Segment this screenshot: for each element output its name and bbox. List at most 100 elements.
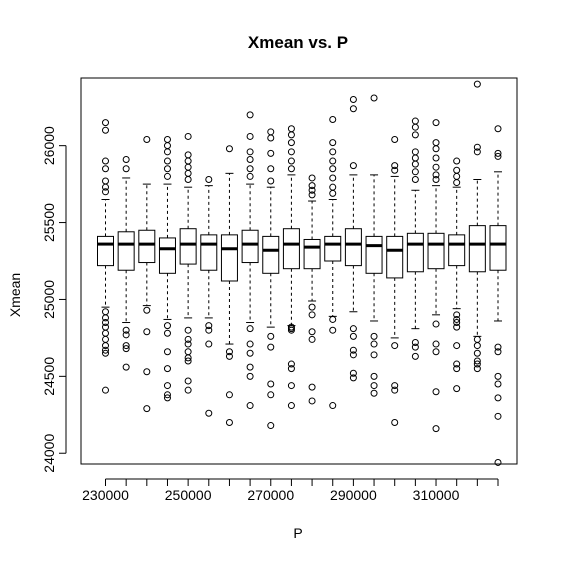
box-group (117, 156, 135, 371)
chart-title: Xmean vs. P (248, 33, 348, 52)
outlier-point (349, 96, 357, 104)
outlier-point (411, 160, 419, 168)
outlier-point (453, 311, 461, 319)
outlier-point (267, 391, 275, 399)
outlier-point (453, 342, 461, 350)
outlier-point (494, 380, 502, 388)
outlier-point (453, 179, 461, 187)
outlier-point (287, 157, 295, 165)
outlier-point (246, 402, 254, 410)
box-iqr (158, 237, 176, 274)
box-group (489, 125, 507, 466)
x-tick-label: 290000 (330, 487, 377, 503)
outlier-point (432, 139, 440, 147)
outlier-point (432, 154, 440, 162)
x-axis: 230000 250000 270000 290000 310000 (82, 478, 499, 503)
outlier-point (102, 386, 109, 394)
outlier-point (163, 322, 171, 330)
outlier-point (391, 342, 399, 350)
outlier-point (453, 365, 461, 373)
outlier-point (411, 168, 419, 176)
box-group (344, 96, 362, 382)
outlier-point (473, 360, 481, 368)
outlier-point (102, 126, 109, 134)
outlier-point (163, 136, 171, 144)
outlier-point (473, 357, 481, 365)
outlier-point (102, 308, 109, 316)
outlier-point (267, 149, 275, 157)
outlier-point (494, 152, 502, 160)
box-group (406, 117, 424, 360)
box-iqr (262, 235, 280, 274)
outlier-point (370, 94, 378, 102)
outlier-point (184, 151, 192, 159)
outlier-point (391, 386, 399, 394)
box-group (448, 157, 466, 393)
outlier-point (391, 136, 399, 144)
outlier-point (432, 163, 440, 171)
outlier-point (184, 340, 192, 348)
x-tick-label: 230000 (82, 487, 129, 503)
outlier-point (432, 175, 440, 183)
y-axis: 24000 24500 25000 25500 26000 (41, 126, 67, 473)
outlier-point (287, 360, 295, 368)
outlier-point (308, 328, 316, 336)
outlier-point (163, 382, 171, 390)
box-group (179, 132, 197, 394)
box-group (138, 136, 156, 413)
outlier-point (225, 145, 233, 153)
outlier-point (184, 386, 192, 394)
outlier-point (184, 175, 192, 183)
y-tick-label: 25000 (41, 280, 57, 319)
outlier-point (143, 306, 151, 314)
box-iqr (344, 228, 362, 267)
outlier-point (349, 325, 357, 333)
outlier-point (184, 335, 192, 343)
outlier-point (102, 119, 109, 127)
outlier-point (246, 148, 254, 156)
outlier-point (349, 162, 357, 170)
box-iqr (220, 234, 238, 282)
outlier-point (102, 349, 109, 357)
outlier-point (370, 340, 378, 348)
box-iqr (303, 238, 321, 270)
outlier-point (225, 418, 233, 426)
outlier-point (308, 174, 316, 182)
outlier-point (411, 175, 419, 183)
x-tick-label: 250000 (165, 487, 212, 503)
box-group (324, 116, 342, 410)
outlier-point (246, 172, 254, 180)
y-tick-label: 24000 (41, 434, 57, 473)
y-axis-label: Xmean (7, 273, 23, 317)
outlier-point (122, 363, 130, 371)
outlier-point (205, 175, 213, 183)
outlier-point (453, 166, 461, 174)
outlier-point (143, 405, 151, 413)
outlier-point (287, 365, 295, 373)
outlier-point (163, 172, 171, 180)
outlier-point (370, 389, 378, 397)
outlier-point (205, 326, 213, 334)
outlier-point (329, 148, 337, 156)
box-iqr (427, 232, 445, 270)
box-group (386, 136, 404, 426)
outlier-point (267, 177, 275, 185)
outlier-point (432, 145, 440, 153)
outlier-point (184, 169, 192, 177)
outlier-point (411, 343, 419, 351)
outlier-point (225, 352, 233, 360)
outlier-point (329, 139, 337, 147)
box-iqr (386, 235, 404, 279)
outlier-point (163, 165, 171, 173)
outlier-point (184, 348, 192, 356)
box-group (241, 111, 259, 410)
box-iqr (448, 234, 466, 267)
box-iqr (282, 228, 300, 270)
outlier-point (329, 183, 337, 191)
outlier-point (370, 351, 378, 359)
y-tick-label: 24500 (41, 357, 57, 396)
outlier-point (329, 402, 337, 410)
outlier-point (349, 346, 357, 354)
outlier-point (287, 131, 295, 139)
